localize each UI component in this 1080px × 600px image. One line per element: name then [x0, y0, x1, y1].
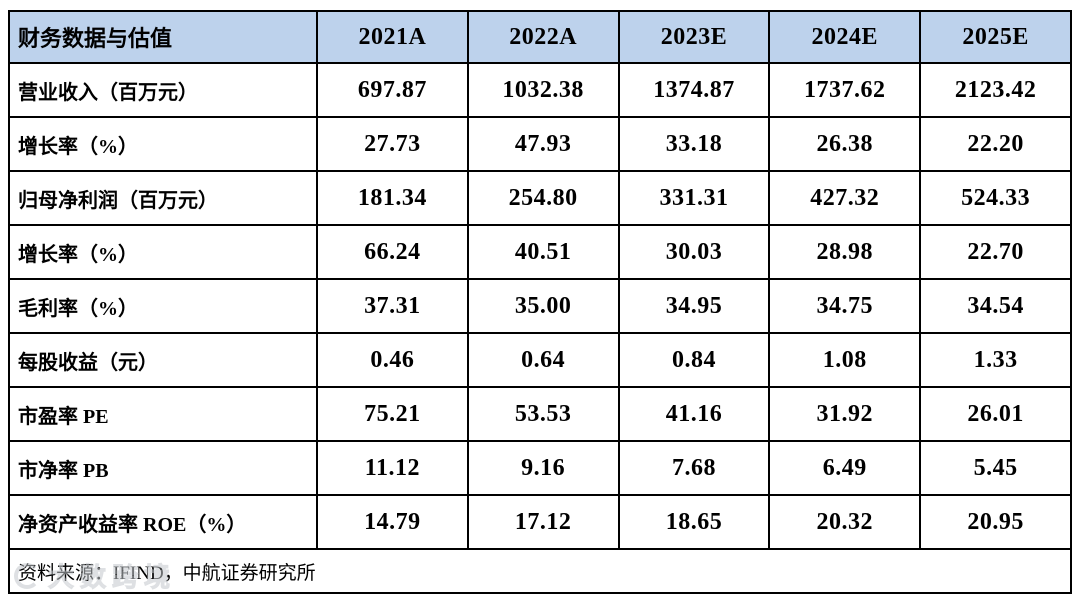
table-header-row: 财务数据与估值 2021A 2022A 2023E 2024E 2025E — [8, 10, 1072, 64]
cell-value: 26.38 — [768, 116, 922, 172]
cell-value: 37.31 — [315, 278, 469, 334]
cell-value: 6.49 — [768, 440, 922, 496]
cell-value: 9.16 — [466, 440, 620, 496]
cell-value: 7.68 — [617, 440, 771, 496]
cell-value: 0.84 — [617, 332, 771, 388]
column-header-2024e: 2024E — [768, 10, 922, 64]
row-label: 市净率 PB — [8, 440, 318, 496]
cell-value: 524.33 — [919, 170, 1072, 226]
cell-value: 66.24 — [315, 224, 469, 280]
table-row-roe: 净资产收益率 ROE（%） 14.79 17.12 18.65 20.32 20… — [8, 494, 1072, 550]
cell-value: 1.08 — [768, 332, 922, 388]
row-label: 归母净利润（百万元） — [8, 170, 318, 226]
cell-value: 0.64 — [466, 332, 620, 388]
cell-value: 331.31 — [617, 170, 771, 226]
column-header-2021a: 2021A — [315, 10, 469, 64]
cell-value: 2123.42 — [919, 62, 1072, 118]
cell-value: 22.70 — [919, 224, 1072, 280]
financial-data-table: 财务数据与估值 2021A 2022A 2023E 2024E 2025E 营业… — [8, 10, 1072, 594]
table-row-pb: 市净率 PB 11.12 9.16 7.68 6.49 5.45 — [8, 440, 1072, 496]
cell-value: 53.53 — [466, 386, 620, 442]
cell-value: 34.95 — [617, 278, 771, 334]
table-row-eps: 每股收益（元） 0.46 0.64 0.84 1.08 1.33 — [8, 332, 1072, 388]
row-label: 营业收入（百万元） — [8, 62, 318, 118]
table-footer-row: 资料来源：IFIND，中航证券研究所 — [8, 548, 1072, 594]
table-row-gross-margin: 毛利率（%） 37.31 35.00 34.95 34.75 34.54 — [8, 278, 1072, 334]
row-label: 增长率（%） — [8, 224, 318, 280]
cell-value: 22.20 — [919, 116, 1072, 172]
cell-value: 30.03 — [617, 224, 771, 280]
row-label: 净资产收益率 ROE（%） — [8, 494, 318, 550]
cell-value: 697.87 — [315, 62, 469, 118]
table-row-revenue: 营业收入（百万元） 697.87 1032.38 1374.87 1737.62… — [8, 62, 1072, 118]
cell-value: 5.45 — [919, 440, 1072, 496]
cell-value: 31.92 — [768, 386, 922, 442]
cell-value: 40.51 — [466, 224, 620, 280]
cell-value: 47.93 — [466, 116, 620, 172]
column-header-2023e: 2023E — [617, 10, 771, 64]
cell-value: 34.75 — [768, 278, 922, 334]
column-header-2022a: 2022A — [466, 10, 620, 64]
cell-value: 35.00 — [466, 278, 620, 334]
cell-value: 1.33 — [919, 332, 1072, 388]
cell-value: 20.95 — [919, 494, 1072, 550]
cell-value: 75.21 — [315, 386, 469, 442]
cell-value: 11.12 — [315, 440, 469, 496]
cell-value: 28.98 — [768, 224, 922, 280]
cell-value: 34.54 — [919, 278, 1072, 334]
cell-value: 33.18 — [617, 116, 771, 172]
table-row-pe: 市盈率 PE 75.21 53.53 41.16 31.92 26.01 — [8, 386, 1072, 442]
cell-value: 41.16 — [617, 386, 771, 442]
cell-value: 1737.62 — [768, 62, 922, 118]
row-label: 增长率（%） — [8, 116, 318, 172]
column-header-2025e: 2025E — [919, 10, 1072, 64]
cell-value: 18.65 — [617, 494, 771, 550]
cell-value: 181.34 — [315, 170, 469, 226]
cell-value: 1374.87 — [617, 62, 771, 118]
cell-value: 14.79 — [315, 494, 469, 550]
cell-value: 27.73 — [315, 116, 469, 172]
cell-value: 0.46 — [315, 332, 469, 388]
cell-value: 1032.38 — [466, 62, 620, 118]
cell-value: 26.01 — [919, 386, 1072, 442]
cell-value: 427.32 — [768, 170, 922, 226]
table-title: 财务数据与估值 — [8, 10, 318, 64]
source-note: 资料来源：IFIND，中航证券研究所 — [8, 548, 1072, 594]
row-label: 毛利率（%） — [8, 278, 318, 334]
row-label: 每股收益（元） — [8, 332, 318, 388]
cell-value: 17.12 — [466, 494, 620, 550]
table-row-net-profit: 归母净利润（百万元） 181.34 254.80 331.31 427.32 5… — [8, 170, 1072, 226]
table-row-revenue-growth: 增长率（%） 27.73 47.93 33.18 26.38 22.20 — [8, 116, 1072, 172]
row-label: 市盈率 PE — [8, 386, 318, 442]
table-row-profit-growth: 增长率（%） 66.24 40.51 30.03 28.98 22.70 — [8, 224, 1072, 280]
cell-value: 20.32 — [768, 494, 922, 550]
cell-value: 254.80 — [466, 170, 620, 226]
